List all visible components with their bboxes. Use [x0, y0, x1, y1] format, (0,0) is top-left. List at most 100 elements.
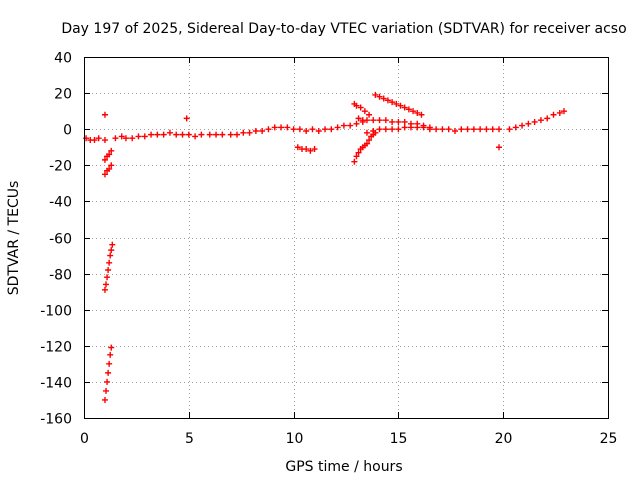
data-point — [101, 137, 108, 144]
data-point — [108, 247, 115, 254]
y-axis-label: SDTVAR / TECUs — [6, 181, 22, 296]
data-point — [198, 131, 205, 138]
data-point — [303, 146, 310, 153]
data-point — [382, 126, 389, 133]
data-point — [560, 108, 567, 115]
data-point — [322, 126, 329, 133]
y-tick-label: -80 — [49, 268, 72, 284]
data-point — [353, 153, 360, 160]
data-point — [347, 122, 354, 129]
data-point — [108, 162, 115, 169]
data-point — [101, 286, 108, 293]
data-point — [414, 109, 421, 116]
data-point — [307, 147, 314, 154]
y-tick-label: 40 — [54, 51, 72, 67]
data-point — [95, 135, 102, 142]
data-point — [148, 131, 155, 138]
y-tick-label: -40 — [49, 195, 72, 211]
data-point — [426, 124, 433, 131]
y-tick-label: -100 — [40, 304, 72, 320]
data-point — [118, 133, 125, 140]
data-point — [489, 126, 496, 133]
data-point — [106, 165, 113, 172]
data-point — [129, 135, 136, 142]
series-12 — [101, 241, 116, 293]
data-point — [106, 360, 113, 367]
data-point — [405, 106, 412, 113]
data-point — [363, 129, 370, 136]
data-point — [106, 259, 113, 266]
y-tick-label: 0 — [63, 123, 72, 139]
data-point — [537, 117, 544, 124]
data-point — [105, 266, 112, 273]
series-6 — [351, 100, 373, 118]
data-point — [366, 137, 373, 144]
series-8 — [294, 144, 318, 154]
data-point — [91, 137, 98, 144]
series-9 — [101, 111, 503, 151]
data-point — [389, 118, 396, 125]
data-point — [213, 131, 220, 138]
data-point — [376, 93, 383, 100]
data-point — [259, 128, 266, 135]
series-5 — [372, 91, 425, 118]
series-10 — [101, 162, 115, 178]
data-point — [294, 144, 301, 151]
data-point — [183, 115, 190, 122]
data-point — [234, 131, 241, 138]
data-point — [389, 126, 396, 133]
data-point — [477, 126, 484, 133]
data-point — [353, 120, 360, 127]
data-point — [506, 126, 513, 133]
data-point — [103, 387, 110, 394]
data-point — [418, 111, 425, 118]
data-point — [303, 128, 310, 135]
series-13 — [101, 344, 115, 403]
chart-title: Day 197 of 2025, Sidereal Day-to-day VTE… — [61, 21, 626, 37]
data-point — [395, 118, 402, 125]
data-point — [334, 124, 341, 131]
grid-lines — [84, 57, 608, 418]
x-tick-label: 25 — [600, 431, 618, 447]
x-tick-label: 15 — [390, 431, 408, 447]
data-point — [101, 111, 108, 118]
data-point — [309, 126, 316, 133]
data-point — [531, 118, 538, 125]
data-point — [464, 126, 471, 133]
data-point — [278, 124, 285, 131]
data-point — [311, 146, 318, 153]
y-tick-label: -20 — [49, 159, 72, 175]
data-point — [397, 102, 404, 109]
data-points — [83, 91, 567, 403]
data-point — [393, 100, 400, 107]
series-11 — [101, 147, 115, 163]
data-point — [240, 129, 247, 136]
data-point — [271, 124, 278, 131]
y-tick-label: -160 — [40, 412, 72, 428]
data-point — [246, 129, 253, 136]
data-point — [357, 104, 364, 111]
data-point — [407, 124, 414, 131]
data-point — [227, 131, 234, 138]
data-point — [361, 108, 368, 115]
data-point — [512, 124, 519, 131]
data-point — [496, 144, 503, 151]
data-point — [384, 97, 391, 104]
plot-frame — [84, 57, 609, 419]
data-point — [496, 126, 503, 133]
data-point — [107, 252, 114, 259]
data-point — [370, 117, 377, 124]
y-tick-label: 20 — [54, 87, 72, 103]
data-point — [519, 122, 526, 129]
data-point — [445, 126, 452, 133]
x-tick-label: 20 — [495, 431, 513, 447]
data-point — [483, 126, 490, 133]
data-point — [315, 128, 322, 135]
data-point — [544, 115, 551, 122]
data-point — [355, 149, 362, 156]
data-point — [206, 131, 213, 138]
data-point — [376, 126, 383, 133]
x-axis-label: GPS time / hours — [285, 459, 402, 475]
y-tick-label: -60 — [49, 232, 72, 248]
data-point — [355, 115, 362, 122]
